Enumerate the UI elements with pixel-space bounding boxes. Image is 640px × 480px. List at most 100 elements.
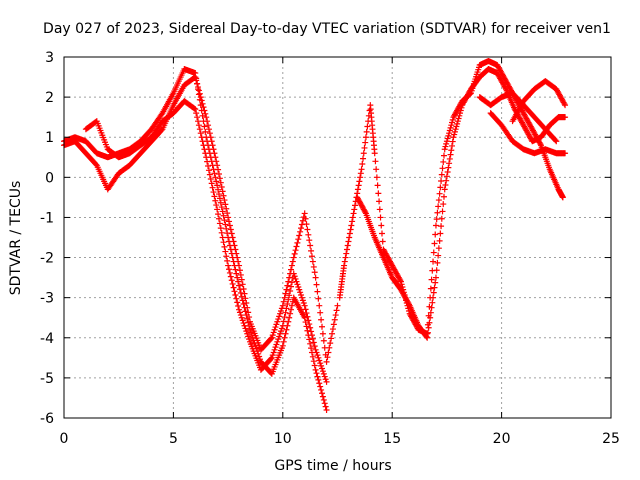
data-point (427, 309, 434, 316)
x-tick-label: 0 (60, 431, 69, 447)
data-point (426, 319, 433, 326)
data-point (226, 222, 233, 229)
data-point (232, 246, 239, 253)
data-point (432, 231, 439, 238)
data-point (209, 184, 216, 191)
data-point (204, 158, 211, 165)
data-point (317, 383, 324, 390)
data-point (276, 313, 283, 320)
data-point (245, 333, 252, 340)
data-point (438, 215, 445, 222)
data-point (199, 138, 206, 145)
data-point (440, 193, 447, 200)
data-point (288, 279, 295, 286)
data-point (354, 186, 361, 193)
data-point (270, 329, 277, 336)
data-point (205, 126, 212, 133)
data-point (281, 334, 288, 341)
data-point (222, 201, 229, 208)
x-tick-label: 5 (169, 431, 178, 447)
data-point (317, 309, 324, 316)
data-point (446, 127, 453, 134)
data-point (271, 326, 278, 333)
data-point (561, 100, 568, 107)
axis-ticks: 0 5 10 15 20 25 -6 -5 -4 -3 -2 -1 0 1 2 3 (40, 50, 620, 447)
data-point (313, 370, 320, 377)
data-point (194, 80, 201, 87)
data-point (211, 150, 218, 157)
data-point (296, 286, 303, 293)
data-point (322, 403, 329, 410)
data-point (454, 118, 461, 125)
data-point (213, 178, 220, 185)
data-point (240, 320, 247, 327)
data-point (316, 302, 323, 309)
data-point (442, 182, 449, 189)
data-point (297, 289, 304, 296)
data-point (299, 297, 306, 304)
data-point (315, 354, 322, 361)
data-point (272, 324, 279, 331)
data-point (240, 301, 247, 308)
data-point (215, 166, 222, 173)
data-point (432, 274, 439, 281)
y-tick-label: 2 (45, 90, 54, 106)
data-point (457, 107, 464, 114)
data-point (288, 306, 295, 313)
data-point (435, 252, 442, 259)
data-point (309, 258, 316, 265)
data-point (427, 285, 434, 292)
data-point (195, 84, 202, 91)
data-point (214, 182, 221, 189)
data-point (274, 338, 281, 345)
y-tick-label: -2 (40, 251, 54, 267)
data-point (246, 336, 253, 343)
data-point (441, 186, 448, 193)
data-point (451, 128, 458, 135)
data-point (283, 286, 290, 293)
data-point (191, 105, 198, 112)
data-point (319, 323, 326, 330)
y-tick-label: -1 (40, 210, 54, 226)
data-point (375, 190, 382, 197)
series-sat-h (509, 78, 569, 125)
data-point (202, 110, 209, 117)
data-point (277, 330, 284, 337)
data-point (455, 115, 462, 122)
data-point (225, 262, 232, 269)
data-point (215, 170, 222, 177)
data-point (312, 274, 319, 281)
data-point (198, 134, 205, 141)
data-point (268, 334, 275, 341)
data-point (243, 300, 250, 307)
data-point (273, 321, 280, 328)
data-point (277, 328, 284, 335)
data-point (234, 299, 241, 306)
data-point (291, 273, 298, 280)
data-point (559, 194, 566, 201)
data-point (197, 94, 204, 101)
data-point (288, 262, 295, 269)
data-point (218, 184, 225, 191)
data-point (296, 232, 303, 239)
data-point (205, 162, 212, 169)
data-point (235, 303, 242, 310)
data-point (286, 292, 293, 299)
data-point (450, 134, 457, 141)
data-point (195, 122, 202, 129)
data-point (220, 192, 227, 199)
data-point (232, 291, 239, 298)
data-point (306, 336, 313, 343)
data-point (245, 309, 252, 316)
data-point (307, 324, 314, 331)
data-point (310, 339, 317, 346)
data-point (329, 326, 336, 333)
data-point (317, 360, 324, 367)
data-point (206, 171, 213, 178)
data-point (441, 146, 448, 153)
data-point (303, 310, 310, 317)
data-point (310, 358, 317, 365)
data-point (239, 317, 246, 324)
data-point (423, 333, 430, 340)
series-sat-c (82, 98, 330, 385)
